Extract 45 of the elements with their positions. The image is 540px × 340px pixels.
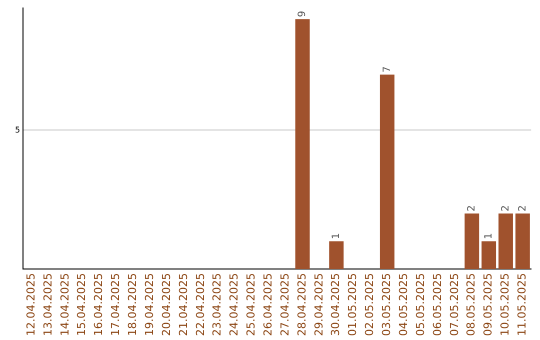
data-label: 2 [517,205,528,212]
x-tick-label: 17.04.2025 [109,273,122,336]
x-tick-label: 13.04.2025 [41,273,54,336]
data-label: 9 [297,10,308,18]
bar [380,74,394,270]
data-label: 7 [382,66,393,73]
x-tick-label: 18.04.2025 [126,273,140,336]
y-tick-label: 5 [14,125,20,134]
data-label: 1 [330,232,342,240]
x-tick-label: 20.04.2025 [160,273,173,336]
bar [482,241,496,270]
data-label: 2 [466,205,478,212]
x-tick-label: 27.04.2025 [278,273,292,336]
bar [295,19,310,270]
x-tick-label: 23.04.2025 [210,273,224,336]
data-label: 1 [483,232,494,240]
bar [515,213,530,270]
x-tick-label: 01.05.2025 [346,273,360,336]
x-tick-label: 26.04.2025 [262,273,275,336]
bar [329,241,344,270]
x-tick-label: 22.04.2025 [194,273,207,336]
x-tick-label: 24.04.2025 [228,273,241,336]
bar [464,213,480,270]
x-tick-label: 15.04.2025 [75,273,88,336]
x-tick-label: 02.05.2025 [363,273,376,336]
x-tick-label: 10.05.2025 [498,273,512,336]
data-label: 2 [500,205,512,212]
x-tick-label: 09.05.2025 [482,273,495,336]
x-tick-label: 12.04.2025 [24,273,38,336]
x-tick-label: 07.05.2025 [448,273,461,336]
x-tick-label: 03.05.2025 [380,273,394,336]
x-tick-label: 29.04.2025 [312,273,326,336]
x-tick-label: 08.05.2025 [464,273,478,336]
x-tick-label: 21.04.2025 [176,273,190,336]
x-tick-label: 14.04.2025 [58,273,72,336]
x-tick-label: 30.04.2025 [329,273,342,336]
x-tick-label: 19.04.2025 [142,273,156,336]
x-tick-label: 11.05.2025 [516,273,529,336]
x-tick-label: 06.05.2025 [430,273,444,336]
x-tick-label: 28.04.2025 [295,273,308,336]
x-tick-label: 05.05.2025 [414,273,427,336]
x-tick-label: 25.04.2025 [244,273,258,336]
x-tick-label: 04.05.2025 [396,273,410,336]
x-tick-label: 16.04.2025 [92,273,106,336]
bar [498,213,513,270]
